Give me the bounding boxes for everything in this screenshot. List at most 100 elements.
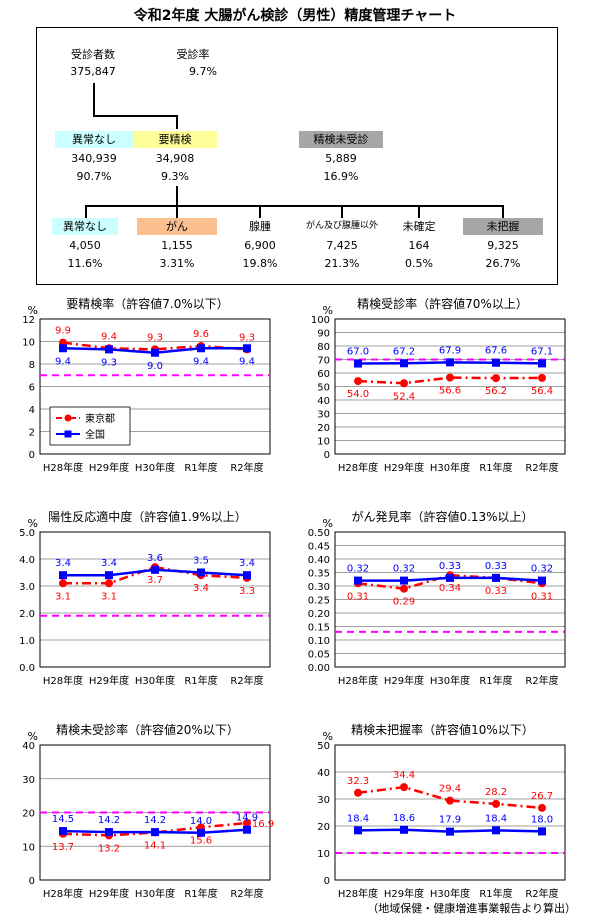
data-point [538, 373, 546, 382]
data-label: 0.32 [531, 564, 553, 575]
chart-unknown-rate: 精検未把握率（許容値10%以下） % 0 10 20 30 40 50 H28年度 H29年度 H… [295, 721, 590, 921]
connector [259, 205, 261, 218]
data-label: 0.31 [347, 591, 369, 602]
connector [341, 205, 343, 218]
x-tick-label: H30年度 [430, 887, 470, 900]
y-tick-label: 40 [317, 396, 330, 407]
data-point [151, 828, 159, 837]
y-tick-label: 70 [317, 356, 330, 367]
data-point [59, 827, 67, 836]
y-tick-label: 50 [317, 383, 330, 394]
y-tick-label: 0.25 [308, 596, 330, 607]
connector [176, 205, 178, 218]
y-tick-label: 2.0 [19, 609, 35, 620]
data-label: 16.9 [252, 819, 274, 830]
notexam-count: 5,889 [325, 152, 357, 165]
unit-label: % [28, 730, 38, 743]
y-tick-label: 100 [311, 315, 330, 326]
y-tick-label: 0.20 [308, 609, 330, 620]
data-label: 18.4 [347, 813, 369, 824]
normal1-pct: 90.7% [76, 170, 112, 183]
y-tick-label: 12 [22, 315, 35, 326]
data-label: 3.5 [193, 556, 209, 567]
x-tick-label: H29年度 [384, 887, 424, 900]
x-tick-label: H30年度 [135, 674, 175, 687]
chart-ppv: 陽性反応適中度（許容値1.9%以上） % 0.0 1.0 2.0 3.0 4.0 5.0 H2… [0, 508, 295, 708]
chart-svg: % 0.00 0.05 0.10 0.15 0.20 0.25 0.30 0.35 0.40 0.4… [308, 517, 566, 687]
x-tick-label: R1年度 [479, 887, 512, 900]
data-label: 0.34 [439, 583, 461, 594]
data-point [243, 825, 251, 834]
y-tick-label: 30 [317, 795, 330, 806]
data-label: 3.1 [101, 591, 117, 602]
y-tick-label: 10 [22, 338, 35, 349]
data-point [492, 358, 500, 367]
data-label: 18.0 [531, 814, 553, 825]
data-label: 9.4 [239, 356, 255, 367]
data-label: 9.0 [147, 361, 163, 372]
chart-svg: % 0 10 20 30 40 50 60 70 80 90 100 H28年度 H29年度 H30年度 R1… [311, 304, 566, 474]
y-tick-label: 0 [29, 450, 35, 461]
data-label: 17.9 [439, 815, 461, 826]
data-label: 14.2 [98, 815, 120, 826]
data-point [197, 568, 205, 577]
need-count: 34,908 [155, 152, 195, 165]
y-tick-label: 90 [317, 329, 330, 340]
chart-title: 陽性反応適中度（許容値1.9%以上） [48, 510, 247, 524]
data-point [400, 825, 408, 834]
y-tick-label: 0.40 [308, 555, 330, 566]
data-label: 67.2 [393, 346, 415, 357]
data-point [492, 799, 500, 808]
y-tick-label: 0.10 [308, 636, 330, 647]
data-label: 3.6 [147, 553, 163, 564]
unit-label: % [323, 730, 333, 743]
x-tick-label: H28年度 [338, 461, 378, 474]
chart-svg: % 0 10 20 30 40 H28年度 H29年度 H30年度 R1年度 R2年度 13.7 13.… [22, 730, 274, 900]
data-label: 0.32 [393, 564, 415, 575]
data-label: 9.4 [101, 331, 117, 342]
chart-title: 精検受診率（許容値70%以上） [357, 297, 528, 311]
x-tick-label: H28年度 [43, 461, 83, 474]
examinees-value: 375,847 [70, 65, 116, 78]
connector [93, 83, 95, 115]
y-tick-label: 60 [317, 369, 330, 380]
chart-svg: % 0 10 20 30 40 50 H28年度 H29年度 H30年度 R1年度 R2年度 32.3 3… [317, 730, 566, 900]
data-label: 28.2 [485, 787, 507, 798]
data-label: 9.9 [55, 326, 71, 337]
data-point [446, 573, 454, 582]
data-label: 14.5 [52, 814, 74, 825]
y-tick-label: 0.35 [308, 569, 330, 580]
data-label: 9.6 [193, 329, 209, 340]
data-point [354, 576, 362, 585]
unit-label: % [28, 304, 38, 317]
data-point [197, 828, 205, 837]
cancer-count: 1,155 [161, 239, 193, 252]
legend-marker-tokyo [64, 414, 72, 422]
x-tick-label: R1年度 [479, 461, 512, 474]
data-point [400, 379, 408, 388]
data-label: 0.33 [439, 561, 461, 572]
data-point [354, 826, 362, 835]
x-tick-label: R2年度 [230, 887, 263, 900]
data-point [243, 818, 251, 827]
y-tick-label: 0.50 [308, 528, 330, 539]
y-tick-label: 2 [29, 428, 35, 439]
data-label: 3.7 [147, 575, 163, 586]
data-point [243, 571, 251, 580]
y-tick-label: 3.0 [19, 582, 35, 593]
unit-label: % [323, 517, 333, 530]
other-label: がん及び腺腫以外 [305, 221, 378, 231]
notexam-pct: 16.9% [323, 170, 359, 183]
plot-frame [334, 531, 566, 668]
data-point [197, 344, 205, 353]
y-tick-label: 0 [324, 450, 330, 461]
chart-detection-rate: がん発見率（許容値0.13%以上） % 0.00 0.05 0.10 0.15 0.20 0… [295, 508, 590, 708]
page-title: 令和2年度 大腸がん検診（男性）精度管理チャート [133, 8, 457, 24]
data-point [400, 359, 408, 368]
data-label: 3.4 [193, 583, 209, 594]
y-tick-label: 20 [317, 423, 330, 434]
chart-nonfollowup-rate: 精検未受診率（許容値20%以下） % 0 10 20 30 40 H28年度 H29年度 H30… [0, 721, 295, 921]
data-point [492, 374, 500, 383]
normal2-label: 異常なし [52, 218, 118, 235]
x-tick-label: R2年度 [525, 887, 558, 900]
